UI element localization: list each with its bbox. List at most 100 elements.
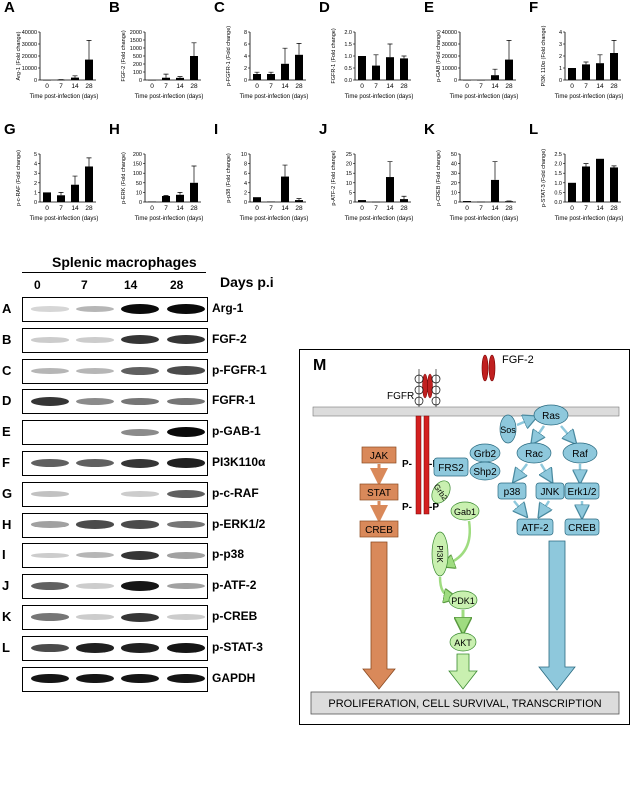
- bar: [582, 64, 590, 80]
- bar: [596, 158, 604, 202]
- x-tick-label: 28: [295, 205, 303, 212]
- y-tick-label: 0.5: [554, 190, 562, 196]
- error-bar: [163, 73, 169, 78]
- y-tick-label: 0: [139, 78, 142, 84]
- x-tick-label: 0: [465, 205, 469, 212]
- x-tick-label: 7: [269, 83, 273, 90]
- blot-band: [167, 673, 205, 684]
- blot-band: [121, 397, 159, 406]
- x-tick-label: 0: [150, 205, 154, 212]
- y-tick-label: 200: [133, 152, 142, 158]
- blot-band: [76, 306, 114, 312]
- blot-band: [121, 581, 159, 592]
- bar: [162, 77, 170, 80]
- y-tick-label: 10: [136, 190, 142, 196]
- blot-protein-label: FGFR-1: [212, 393, 256, 408]
- bar: [372, 65, 380, 80]
- bar: [57, 195, 65, 202]
- blot-band: [76, 367, 114, 374]
- x-tick-label: 28: [85, 205, 93, 212]
- y-tick-label: 0: [244, 200, 247, 206]
- y-axis-label: p-STAT-3 (Fold change): [541, 149, 547, 207]
- error-bar: [177, 192, 183, 195]
- shp2-node: [469, 461, 501, 481]
- bar: [477, 80, 485, 81]
- y-tick-label: 50: [451, 152, 457, 158]
- y-tick-label: 15: [346, 171, 352, 177]
- lane-label-14: 14: [124, 278, 138, 292]
- blot-band: [121, 520, 159, 529]
- blot-strip: [22, 358, 208, 384]
- blot-row-letter: L: [2, 639, 10, 655]
- y-tick-label: 0: [454, 200, 457, 206]
- gab1-node: [450, 501, 480, 521]
- bar: [358, 56, 366, 80]
- error-bar: [254, 71, 260, 74]
- pi3k-label: PI3K: [435, 545, 444, 563]
- bar: [71, 184, 79, 202]
- atf2-label: ATF-2: [521, 523, 548, 534]
- creb-left-label: CREB: [365, 525, 393, 536]
- panel-letter: F: [529, 0, 539, 16]
- blot-protein-label: p-FGFR-1: [212, 362, 267, 377]
- blot-band: [167, 335, 205, 345]
- chart-panel-l: L 0.0 0.5 1.0 1.5 2.0 2.5 0 7 14 28 p-STAT-3 (Fold …: [529, 121, 629, 262]
- x-axis-label: Time post-infection (days): [30, 216, 99, 222]
- panel-letter: D: [319, 0, 330, 16]
- blot-protein-label: p-ERK1/2: [212, 516, 266, 531]
- y-tick-label: 40: [451, 162, 457, 168]
- x-tick-label: 0: [360, 205, 364, 212]
- error-bar: [373, 54, 379, 66]
- blot-strip: [22, 420, 208, 446]
- error-bar: [72, 175, 78, 185]
- blot-protein-label: p-p38: [212, 547, 245, 562]
- x-tick-label: 14: [491, 83, 499, 90]
- error-bar: [387, 43, 393, 58]
- bar: [162, 196, 170, 202]
- y-axis-label: p-CREB (Fold change): [436, 150, 442, 206]
- blot-row-letter: H: [2, 516, 12, 532]
- gab1-label: Gab1: [454, 507, 476, 517]
- panel-letter: H: [109, 121, 120, 138]
- blot-band: [167, 520, 205, 529]
- x-tick-label: 7: [164, 83, 168, 90]
- y-tick-label: 2: [244, 190, 247, 196]
- blot-band: [31, 643, 69, 653]
- grb2-top-label: Grb2: [474, 449, 497, 460]
- bar: [57, 79, 65, 81]
- error-bar: [296, 198, 302, 201]
- error-bar: [611, 165, 617, 168]
- blot-band: [76, 459, 114, 467]
- error-bar: [58, 192, 64, 196]
- panel-letter: A: [4, 0, 15, 16]
- erk-label: Erk1/2: [568, 487, 597, 498]
- blot-band: [121, 643, 159, 653]
- y-tick-label: 6: [244, 42, 247, 48]
- y-tick-label: 0.0: [554, 200, 562, 206]
- y-tick-label: 50: [136, 181, 142, 187]
- blot-band: [121, 366, 159, 375]
- blot-band: [76, 520, 114, 529]
- bar: [253, 197, 261, 202]
- error-bar: [597, 54, 603, 64]
- x-tick-label: 14: [71, 83, 79, 90]
- cell-membrane: [312, 406, 620, 417]
- y-axis-label: Arg-1 (Fold change): [16, 31, 22, 80]
- jak-node: [361, 446, 397, 464]
- atf2-node: [516, 518, 554, 536]
- lane-label-28: 28: [170, 278, 184, 292]
- rac-jnk-arrow: [541, 463, 549, 477]
- bar-chart: 0 10000 20000 30000 40000 0 7 14 28 p-GAB (Fold c…: [436, 30, 518, 100]
- y-tick-label: 2.0: [344, 30, 352, 36]
- y-tick-label: 100: [133, 70, 142, 76]
- bar: [85, 59, 93, 80]
- y-axis-label: FGFR-1 (Fold change): [331, 28, 337, 83]
- x-tick-label: 14: [71, 205, 79, 212]
- chart-panel-d: D 0.0 0.5 1.0 1.5 2.0 0 7 14 28 FGFR-1 (Fold chang…: [319, 0, 419, 140]
- panel-letter: K: [424, 121, 435, 138]
- ras-node: [533, 404, 569, 426]
- blot-band: [167, 366, 205, 375]
- error-bar: [86, 157, 92, 167]
- blot-band: [76, 397, 114, 405]
- panel-letter: J: [319, 121, 328, 138]
